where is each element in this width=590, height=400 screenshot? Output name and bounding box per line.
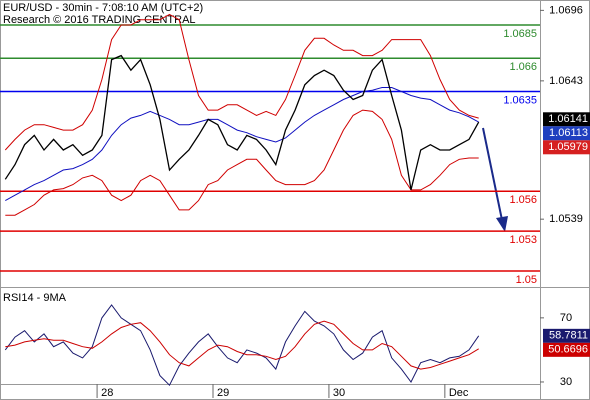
forecast-arrow (482, 127, 508, 232)
x-tick-label: Dec (449, 387, 469, 399)
price-tag (543, 328, 590, 343)
x-tick-label: 28 (101, 387, 113, 399)
series-line (5, 320, 479, 370)
y-tick-label: 1.0539 (549, 213, 583, 225)
price-tag-label: 50.6696 (548, 344, 588, 356)
price-tag (543, 126, 590, 141)
rsi-title: RSI14 - 9MA (3, 292, 67, 304)
price-tag-label: 1.06113 (549, 127, 588, 139)
level-label: 1.066 (509, 61, 537, 73)
price-tag-label: 1.06141 (548, 113, 588, 125)
price-tag-label: 1.05979 (548, 141, 588, 153)
level-label: 1.056 (509, 194, 537, 206)
series-line (5, 109, 479, 216)
chart-subtitle: Research © 2016 TRADING CENTRAL (3, 14, 196, 26)
price-tag-label: 58.7811 (549, 330, 588, 342)
price-tag (543, 342, 590, 357)
level-label: 1.0635 (503, 94, 537, 106)
price-tag (543, 140, 590, 155)
series-line (4, 304, 480, 387)
price-tag (543, 112, 590, 127)
y-tick-label: 70 (560, 312, 572, 324)
x-tick-label: 30 (333, 387, 345, 399)
y-tick-label: 30 (560, 376, 572, 388)
y-tick-label: 1.0696 (549, 4, 583, 16)
series-line (4, 13, 479, 151)
x-tick-label: 29 (217, 387, 229, 399)
y-tick-label: 1.0643 (549, 75, 583, 87)
level-label: 1.053 (509, 234, 537, 246)
chart-title: EUR/USD - 30min - 7:08:10 AM (UTC+2) (3, 2, 203, 14)
series-line (4, 54, 480, 191)
series-line (5, 87, 479, 202)
level-label: 1.0685 (503, 28, 537, 40)
level-label: 1.05 (516, 274, 537, 286)
